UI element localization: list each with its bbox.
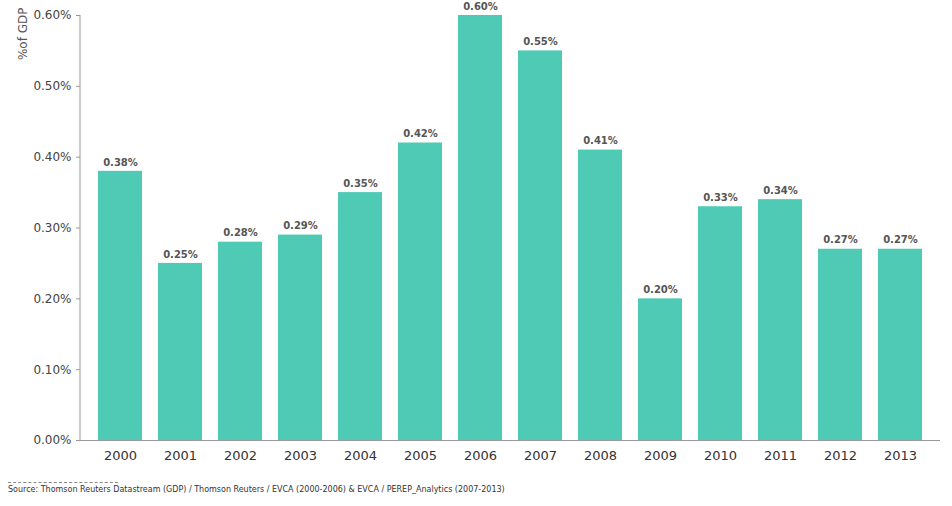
- svg-text:0.20%: 0.20%: [33, 292, 71, 306]
- svg-text:2004: 2004: [344, 448, 377, 463]
- svg-text:0.34%: 0.34%: [763, 185, 798, 196]
- svg-text:0.33%: 0.33%: [703, 192, 738, 203]
- svg-text:2003: 2003: [284, 448, 317, 463]
- svg-text:2006: 2006: [464, 448, 497, 463]
- svg-text:0.55%: 0.55%: [523, 36, 558, 47]
- svg-text:0.30%: 0.30%: [33, 221, 71, 235]
- svg-text:0.41%: 0.41%: [583, 135, 618, 146]
- svg-text:2002: 2002: [224, 448, 257, 463]
- svg-text:0.29%: 0.29%: [283, 220, 318, 231]
- svg-text:2000: 2000: [104, 448, 137, 463]
- svg-text:0.28%: 0.28%: [223, 227, 258, 238]
- svg-text:0.60%: 0.60%: [33, 8, 71, 22]
- svg-text:2012: 2012: [824, 448, 857, 463]
- svg-text:0.25%: 0.25%: [163, 249, 198, 260]
- svg-text:2007: 2007: [524, 448, 557, 463]
- svg-text:0.00%: 0.00%: [33, 433, 71, 447]
- svg-text:2011: 2011: [764, 448, 797, 463]
- svg-text:%of GDP: %of GDP: [16, 8, 30, 61]
- svg-text:0.20%: 0.20%: [643, 284, 678, 295]
- svg-text:2005: 2005: [404, 448, 437, 463]
- svg-text:2010: 2010: [704, 448, 737, 463]
- svg-text:2013: 2013: [884, 448, 917, 463]
- html-text:Source: Thomson Reuters Datast: Source: Thomson Reuters Datastream (GDP)…: [8, 485, 505, 494]
- svg-text:0.27%: 0.27%: [883, 234, 918, 245]
- svg-text:2008: 2008: [584, 448, 617, 463]
- svg-text:0.35%: 0.35%: [343, 178, 378, 189]
- svg-text:0.10%: 0.10%: [33, 363, 71, 377]
- svg-text:0.38%: 0.38%: [103, 157, 138, 168]
- svg-text:0.50%: 0.50%: [33, 79, 71, 93]
- svg-text:0.40%: 0.40%: [33, 150, 71, 164]
- svg-text:2009: 2009: [644, 448, 677, 463]
- svg-text:2001: 2001: [164, 448, 197, 463]
- svg-text:0.60%: 0.60%: [463, 1, 498, 12]
- svg-text:0.42%: 0.42%: [403, 128, 438, 139]
- svg-text:0.27%: 0.27%: [823, 234, 858, 245]
